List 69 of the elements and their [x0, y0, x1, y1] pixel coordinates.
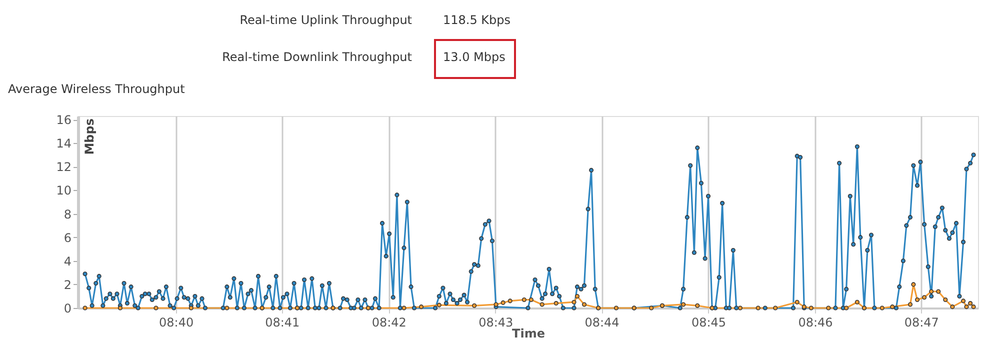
x-tick-label: 08:46	[798, 316, 833, 330]
text: 118.5 Kbps	[443, 13, 511, 27]
point	[118, 306, 122, 310]
point	[472, 303, 477, 308]
point	[826, 306, 831, 310]
point	[554, 301, 558, 306]
point	[880, 306, 884, 310]
x-axis-title: Time	[512, 326, 545, 340]
point	[528, 297, 534, 302]
point	[854, 300, 860, 304]
y-tick-label: 14	[56, 136, 72, 151]
point	[418, 304, 424, 310]
point	[540, 302, 544, 307]
point	[572, 300, 576, 304]
point	[936, 289, 941, 294]
point	[574, 294, 580, 298]
point	[968, 301, 973, 306]
point	[649, 306, 654, 310]
point	[695, 303, 700, 308]
point	[436, 302, 442, 308]
x-tick-label: 08:41	[265, 316, 300, 330]
point	[961, 298, 966, 304]
point	[756, 306, 760, 310]
y-tick-label: 0	[64, 302, 72, 316]
x-tick-label: 08:47	[904, 316, 939, 330]
point	[922, 295, 927, 300]
y-tick-label: 8	[64, 207, 72, 222]
text: Real-time Uplink Throughput	[240, 13, 412, 27]
point	[582, 302, 587, 307]
point	[188, 306, 194, 310]
x-tick-label: 08:45	[691, 316, 726, 330]
text: 13.0 Mbps	[443, 50, 506, 64]
point	[808, 306, 814, 310]
point	[82, 306, 88, 310]
y-tick-label: 16	[56, 113, 72, 128]
x-tick-label: 08:40	[159, 316, 194, 330]
point	[964, 304, 969, 310]
point	[738, 306, 742, 310]
text: Real-time Downlink Throughput	[222, 50, 412, 64]
point	[890, 304, 895, 310]
point	[402, 306, 406, 310]
x-tick-label: 08:44	[584, 316, 620, 330]
point	[500, 300, 506, 305]
point	[911, 282, 916, 287]
y-tick-label: 12	[56, 160, 72, 174]
point	[915, 297, 920, 302]
point	[681, 302, 686, 307]
y-axis-title: Mbps	[82, 118, 96, 155]
point	[929, 289, 934, 294]
point	[950, 304, 955, 310]
x-tick-label: 08:42	[372, 316, 406, 330]
point	[908, 302, 913, 307]
point	[494, 302, 498, 307]
x-tick-label: 08:43	[478, 316, 514, 330]
point	[522, 297, 526, 302]
point	[154, 306, 158, 310]
point	[971, 304, 976, 310]
point	[224, 306, 230, 310]
point	[508, 298, 512, 304]
y-tick-label: 6	[64, 230, 72, 245]
y-tick-label: 10	[56, 184, 72, 198]
point	[794, 300, 800, 304]
chart-title: Average Wireless Throughput	[8, 82, 186, 96]
point	[844, 306, 849, 310]
y-tick-label: 2	[64, 278, 72, 292]
point	[614, 306, 618, 310]
y-tick-label: 4	[64, 254, 72, 268]
point	[943, 297, 948, 302]
point	[773, 306, 778, 310]
